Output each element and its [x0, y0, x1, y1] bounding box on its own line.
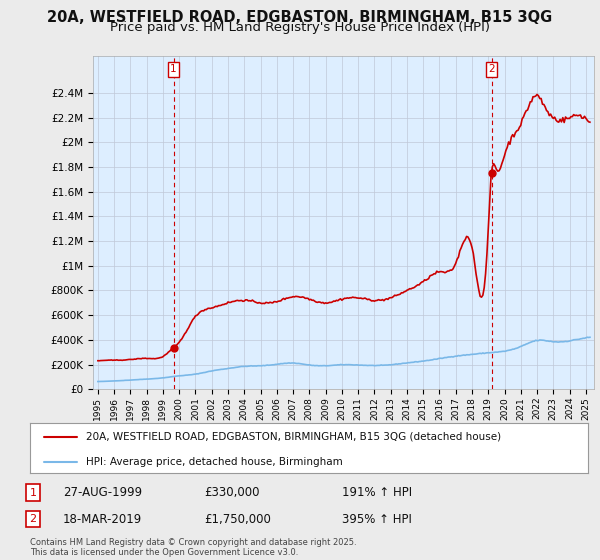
- Text: 20A, WESTFIELD ROAD, EDGBASTON, BIRMINGHAM, B15 3QG: 20A, WESTFIELD ROAD, EDGBASTON, BIRMINGH…: [47, 10, 553, 25]
- Text: 20A, WESTFIELD ROAD, EDGBASTON, BIRMINGHAM, B15 3QG (detached house): 20A, WESTFIELD ROAD, EDGBASTON, BIRMINGH…: [86, 432, 501, 442]
- Text: 2: 2: [29, 514, 37, 524]
- Text: £330,000: £330,000: [204, 486, 260, 500]
- Text: 18-MAR-2019: 18-MAR-2019: [63, 512, 142, 526]
- Text: HPI: Average price, detached house, Birmingham: HPI: Average price, detached house, Birm…: [86, 457, 343, 467]
- Text: £1,750,000: £1,750,000: [204, 512, 271, 526]
- Text: 27-AUG-1999: 27-AUG-1999: [63, 486, 142, 500]
- Text: Contains HM Land Registry data © Crown copyright and database right 2025.
This d: Contains HM Land Registry data © Crown c…: [30, 538, 356, 557]
- Text: Price paid vs. HM Land Registry's House Price Index (HPI): Price paid vs. HM Land Registry's House …: [110, 21, 490, 34]
- Text: 395% ↑ HPI: 395% ↑ HPI: [342, 512, 412, 526]
- Text: 1: 1: [29, 488, 37, 498]
- Text: 1: 1: [170, 64, 177, 74]
- Text: 191% ↑ HPI: 191% ↑ HPI: [342, 486, 412, 500]
- Text: 2: 2: [488, 64, 495, 74]
